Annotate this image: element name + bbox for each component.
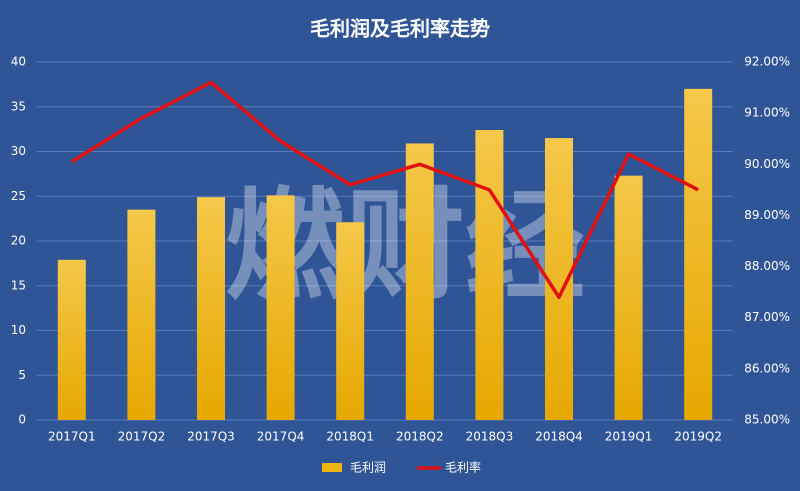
legend-swatch [322, 463, 342, 472]
y-tick-label: 30 [11, 144, 26, 158]
x-tick-label: 2018Q3 [466, 430, 514, 444]
bar [197, 197, 225, 420]
y-tick-label: 10 [11, 323, 26, 337]
line [70, 80, 700, 300]
bar [684, 88, 713, 420]
y-tick-label: 0 [18, 413, 26, 427]
bar [336, 222, 365, 420]
bar [266, 195, 295, 420]
y-tick-label: 25 [11, 189, 26, 203]
chart-title: 毛利润及毛利率走势 [310, 17, 490, 41]
x-tick-label: 2019Q2 [674, 430, 722, 444]
y-tick-label: 40 [11, 55, 26, 69]
y2-tick-label: 87.00% [744, 310, 790, 324]
x-tick-label: 2017Q1 [48, 430, 96, 444]
y-tick-label: 20 [11, 234, 26, 248]
x-tick-label: 2018Q4 [535, 430, 583, 444]
y2-tick-label: 91.00% [744, 106, 790, 120]
x-tick-label: 2017Q2 [118, 430, 166, 444]
x-tick-label: 2018Q1 [326, 430, 374, 444]
bar [57, 259, 86, 420]
legend-label: 毛利润 [350, 461, 386, 475]
y-tick-label: 5 [18, 368, 26, 382]
x-tick-label: 2018Q2 [396, 430, 444, 444]
y2-tick-label: 92.00% [744, 55, 790, 69]
y2-tick-label: 89.00% [744, 208, 790, 222]
y-tick-label: 35 [11, 99, 26, 113]
x-tick-label: 2019Q1 [605, 430, 653, 444]
bar [405, 143, 434, 420]
x-tick-label: 2017Q3 [187, 430, 235, 444]
y2-tick-label: 85.00% [744, 413, 790, 427]
y2-tick-label: 88.00% [744, 259, 790, 273]
y2-tick-label: 86.00% [744, 361, 790, 375]
y2-tick-label: 90.00% [744, 157, 790, 171]
legend-label: 毛利率 [445, 460, 481, 475]
bar [127, 209, 156, 420]
x-tick-label: 2017Q4 [257, 430, 305, 444]
bar [614, 175, 643, 420]
bar [475, 130, 504, 420]
y-tick-label: 15 [11, 278, 26, 292]
